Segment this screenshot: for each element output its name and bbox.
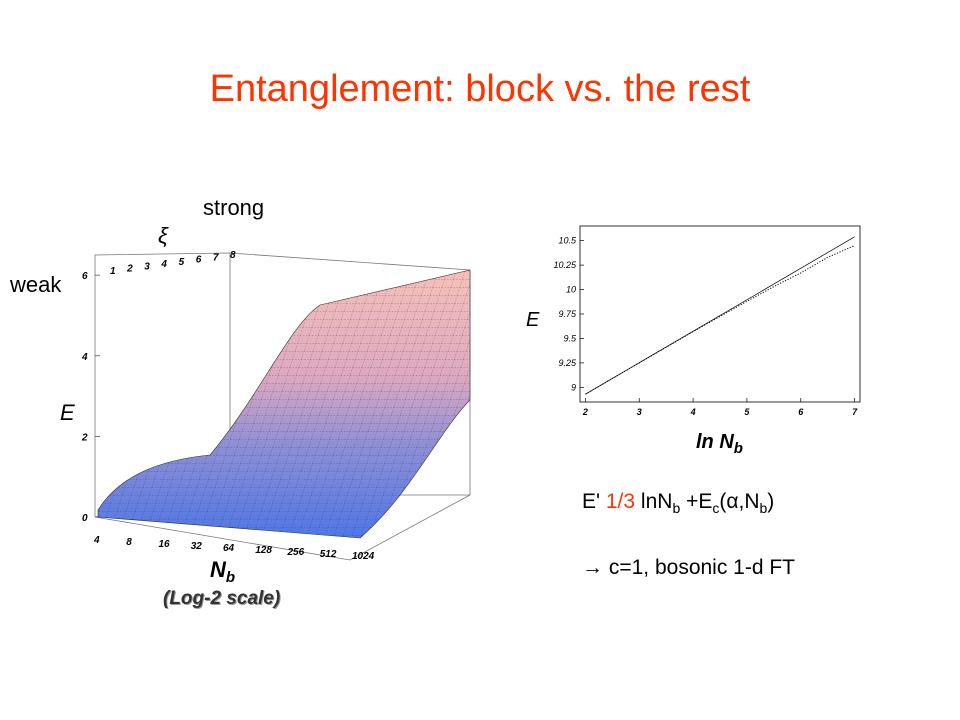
surface-z-tick: 4: [81, 352, 88, 363]
surface-x-tick: 4: [93, 535, 100, 546]
surface-z-tick: 0: [82, 513, 88, 524]
line-series-solid: [585, 236, 855, 395]
line-x-tick: 7: [852, 407, 858, 417]
conclusion: → c=1, bosonic 1-d FT: [582, 556, 795, 580]
line-x-tick: 3: [637, 407, 642, 417]
formula: E' 1/3 lnNb +Ec(α,Nb): [582, 490, 775, 517]
label-strong: strong: [203, 195, 265, 220]
conclusion-text: c=1, bosonic 1-d FT: [608, 556, 796, 579]
surface-z-tick: 2: [81, 432, 88, 443]
line-y-tick: 9.75: [558, 309, 577, 319]
surface-x-tick: 32: [191, 541, 203, 552]
surface-x-tick: 512: [320, 549, 337, 560]
surface-y-tick: 8: [230, 250, 236, 261]
surface-x-tick: 64: [223, 543, 235, 554]
surface-x-tick: 1024: [352, 551, 375, 562]
surface-z-label: E: [60, 400, 75, 425]
line-y-tick: 9: [571, 382, 576, 392]
line-x-tick: 5: [744, 407, 750, 417]
surface-x-tick: 16: [159, 539, 171, 550]
arrow-icon: →: [582, 556, 603, 579]
surface-x-tick: 256: [287, 547, 305, 558]
surface-z-tick: 6: [82, 271, 88, 282]
line-y-label: E: [526, 309, 540, 331]
line-y-tick: 9.25: [558, 358, 577, 368]
line-series-dotted: [585, 245, 855, 395]
surface-x-label: Nb: [210, 557, 235, 586]
surface-y-tick: 6: [196, 255, 202, 266]
surface-x-tick: 8: [126, 537, 132, 548]
line-x-label: ln Nb: [696, 431, 743, 457]
surface-x-tick: 128: [255, 545, 272, 556]
line-x-tick: 4: [690, 407, 696, 417]
line-y-tick: 10.5: [558, 236, 577, 246]
surface-y-label: ξ: [158, 223, 169, 248]
line-y-tick: 10.25: [553, 260, 577, 270]
surface-y-tick: 2: [126, 264, 133, 275]
line-x-tick: 2: [582, 407, 588, 417]
line-chart: 9 9.25 9.5 9.75 10 10.25 10.5 2 3 4 5 6 7 E ln Nb: [526, 225, 861, 457]
line-y-tick: 10: [566, 285, 576, 295]
plot-frame: [579, 225, 861, 403]
label-weak: weak: [10, 272, 62, 297]
line-x-tick: 6: [798, 407, 804, 417]
slide-title: Entanglement: block vs. the rest: [209, 68, 751, 110]
line-y-tick: 9.5: [563, 333, 577, 343]
log-scale-note: (Log-2 scale): [163, 588, 281, 609]
surface-y-tick: 5: [179, 257, 185, 268]
surface-y-tick: 7: [213, 252, 219, 263]
surface-y-tick: 1: [110, 266, 116, 277]
surface-y-tick: 3: [144, 261, 150, 272]
surface-y-tick: 4: [160, 259, 167, 270]
